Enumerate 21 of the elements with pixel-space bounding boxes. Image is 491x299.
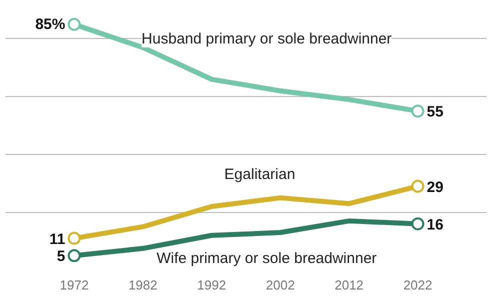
data-label: 55 <box>426 104 444 121</box>
data-label: 29 <box>426 178 444 196</box>
data-label: 85% <box>35 16 66 33</box>
series-label: Egalitarian <box>224 166 296 184</box>
series-label: Husband primary or sole breadwinner <box>142 30 392 48</box>
x-tick-label: 2002 <box>266 278 295 292</box>
point <box>68 232 81 245</box>
series-label: Wife primary or sole breadwinner <box>156 250 377 268</box>
x-tick-label: 1992 <box>197 278 226 292</box>
data-label: 11 <box>49 230 66 248</box>
point <box>411 104 424 118</box>
point <box>411 217 424 230</box>
point <box>411 180 424 193</box>
x-tick-label: 2022 <box>403 278 432 292</box>
x-tick-label: 1982 <box>128 278 158 292</box>
data-label: 16 <box>426 216 444 234</box>
x-tick-label: 2012 <box>334 278 364 292</box>
point <box>68 18 81 31</box>
x-tick-label: 1972 <box>60 278 89 292</box>
point <box>68 249 81 262</box>
data-label: 5 <box>56 248 66 266</box>
